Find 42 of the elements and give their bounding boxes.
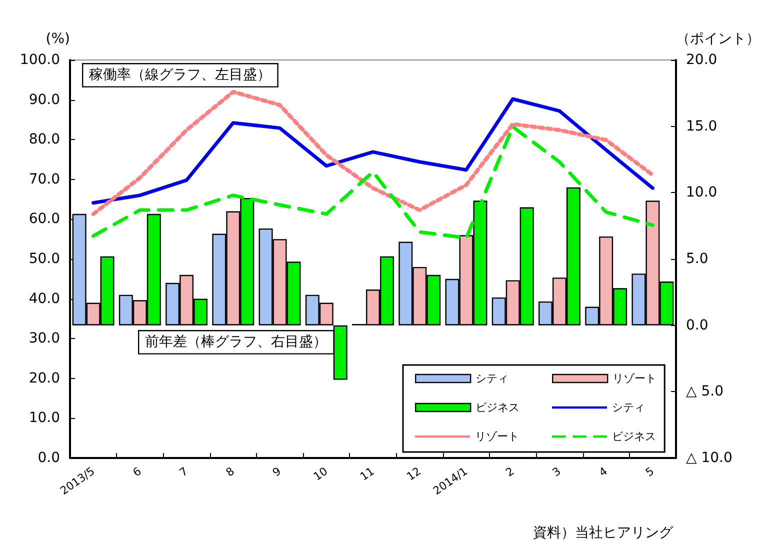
y-tick-label: 80.0: [28, 132, 60, 148]
line-series: [91, 90, 655, 216]
legend-label: リゾート: [475, 430, 519, 443]
y-tick-label: 100.0: [20, 52, 60, 68]
y-tick-label: 10.0: [28, 410, 60, 426]
x-tick-label: 11: [358, 464, 377, 484]
y-tick-label: 90.0: [28, 92, 60, 108]
y2-tick-label: 10.0: [686, 184, 718, 201]
x-tick-label: 5: [643, 464, 656, 480]
x-tick-label: 12: [404, 464, 424, 484]
x-tick-label: 4: [596, 464, 610, 480]
x-tick-label: 9: [270, 464, 284, 480]
y-tick-label: 0.0: [38, 450, 60, 466]
y2-tick-label: 5.0: [686, 251, 708, 267]
annotation: 前年差（棒グラフ、右目盛）: [145, 334, 328, 350]
annotation: 稼働率（線グラフ、左目盛）: [89, 67, 272, 84]
y2-axis-title: （ポイント）: [676, 31, 760, 47]
legend-label: ビジネス: [476, 401, 520, 414]
y-tick-label: 70.0: [28, 171, 60, 188]
x-tick-label: 6: [130, 464, 144, 480]
y2-tick-label: 20.0: [686, 52, 718, 68]
x-tick-label: 3: [550, 464, 564, 480]
legend-label: シティ: [476, 372, 509, 385]
x-tick-label: 2: [503, 464, 517, 480]
y2-tick-label: △ 5.0: [686, 384, 724, 400]
x-tick-label: 7: [177, 464, 190, 480]
y2-tick-label: △ 10.0: [686, 450, 732, 466]
legend-label: シティ: [612, 401, 645, 414]
legend-label: ビジネス: [612, 430, 656, 443]
y-tick-label: 20.0: [28, 370, 60, 386]
y-tick-label: 60.0: [28, 211, 60, 228]
y-tick-label: 30.0: [28, 330, 60, 347]
y2-tick-label: 15.0: [686, 118, 718, 134]
y2-tick-label: 0.0: [686, 317, 708, 334]
x-tick-label: 8: [224, 464, 237, 480]
y-tick-label: 40.0: [28, 290, 60, 307]
line-series: [92, 97, 654, 205]
x-tick-label: 10: [311, 464, 330, 484]
legend-label: リゾート: [612, 372, 657, 385]
y-tick-label: 50.0: [28, 251, 60, 267]
text: 資料）当社ヒアリング: [533, 525, 674, 541]
y-axis-title: (%): [46, 31, 70, 47]
